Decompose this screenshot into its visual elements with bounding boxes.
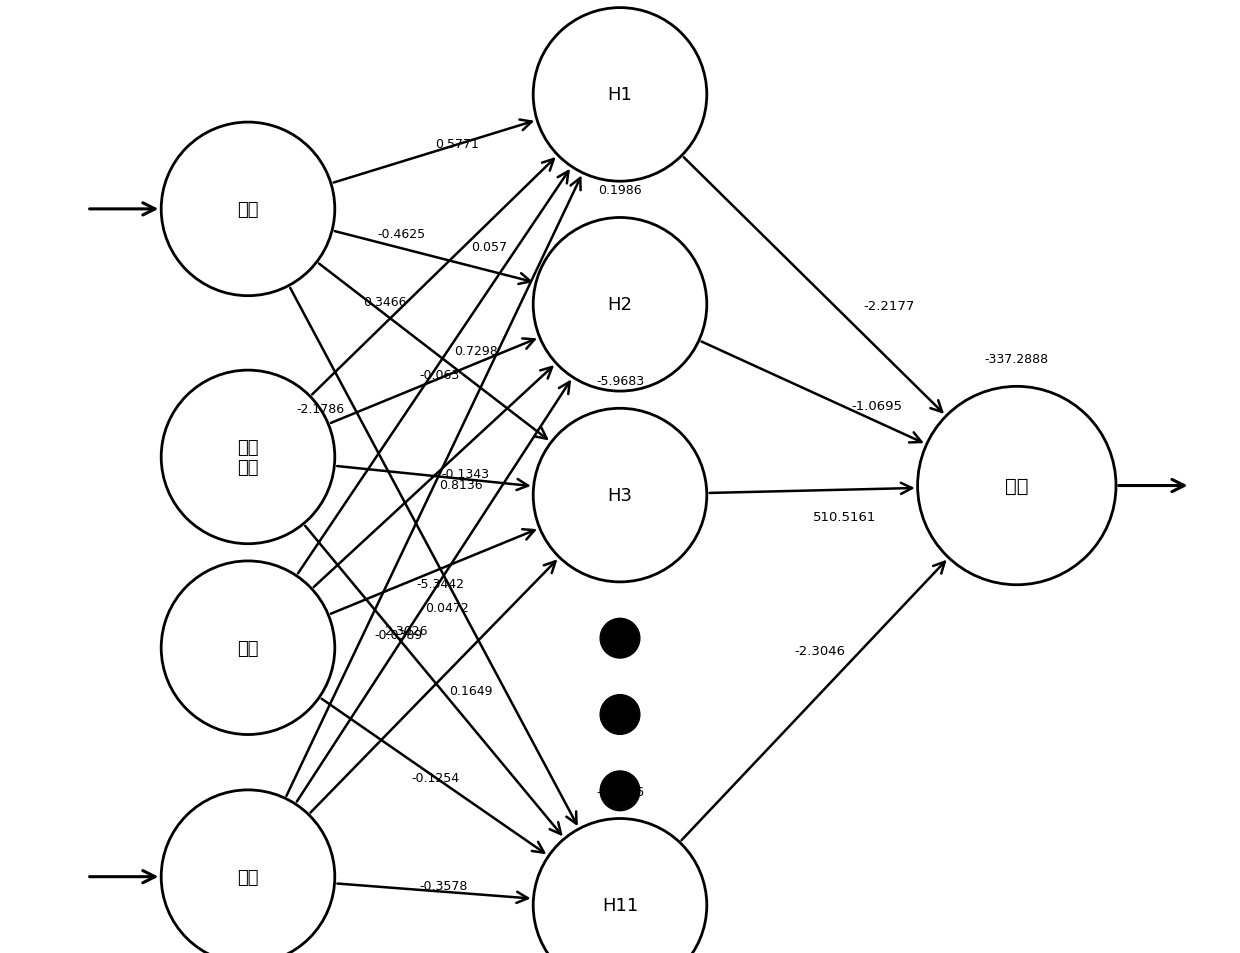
Ellipse shape — [600, 618, 640, 659]
Text: 0.8136: 0.8136 — [439, 478, 482, 492]
Text: 2.3026: 2.3026 — [384, 624, 428, 638]
Text: 温度: 温度 — [237, 201, 259, 218]
Text: H11: H11 — [601, 897, 639, 914]
Text: -5.9683: -5.9683 — [596, 375, 644, 388]
Text: 菌量: 菌量 — [1006, 476, 1028, 496]
Ellipse shape — [918, 387, 1116, 585]
Text: 0.0472: 0.0472 — [425, 601, 469, 615]
Text: H2: H2 — [608, 296, 632, 314]
Text: -0.063: -0.063 — [419, 369, 459, 382]
Ellipse shape — [533, 9, 707, 182]
Text: -0.3578: -0.3578 — [419, 879, 467, 892]
Ellipse shape — [161, 371, 335, 544]
Text: -0.0389: -0.0389 — [374, 629, 423, 641]
Ellipse shape — [533, 819, 707, 953]
Text: -0.1343: -0.1343 — [441, 467, 490, 480]
Text: H1: H1 — [608, 87, 632, 104]
Text: 0.3466: 0.3466 — [363, 295, 407, 309]
Text: -1.0695: -1.0695 — [851, 399, 903, 413]
Text: -2.2177: -2.2177 — [863, 299, 915, 313]
Text: H3: H3 — [608, 487, 632, 504]
Text: 0.057: 0.057 — [471, 240, 507, 253]
Ellipse shape — [600, 695, 640, 735]
Text: 0.5771: 0.5771 — [435, 138, 479, 151]
Text: -2.3046: -2.3046 — [794, 644, 846, 658]
Ellipse shape — [161, 561, 335, 735]
Text: -0.1254: -0.1254 — [412, 771, 460, 783]
Text: 0.1986: 0.1986 — [598, 184, 642, 197]
Text: 气调
比例: 气调 比例 — [237, 438, 259, 476]
Text: -337.2888: -337.2888 — [985, 353, 1049, 366]
Text: -0.4625: -0.4625 — [377, 228, 425, 241]
Text: 0.7298: 0.7298 — [454, 345, 497, 357]
Ellipse shape — [161, 790, 335, 953]
Text: 0.1649: 0.1649 — [449, 684, 492, 698]
Ellipse shape — [161, 123, 335, 296]
Text: 菌种: 菌种 — [237, 639, 259, 657]
Ellipse shape — [533, 218, 707, 392]
Text: 510.5161: 510.5161 — [812, 511, 877, 523]
Text: -2.1786: -2.1786 — [296, 403, 345, 416]
Ellipse shape — [600, 771, 640, 811]
Text: -5.3442: -5.3442 — [417, 578, 465, 591]
Ellipse shape — [533, 409, 707, 582]
Text: -1.7926: -1.7926 — [596, 784, 644, 798]
Text: 时间: 时间 — [237, 868, 259, 885]
